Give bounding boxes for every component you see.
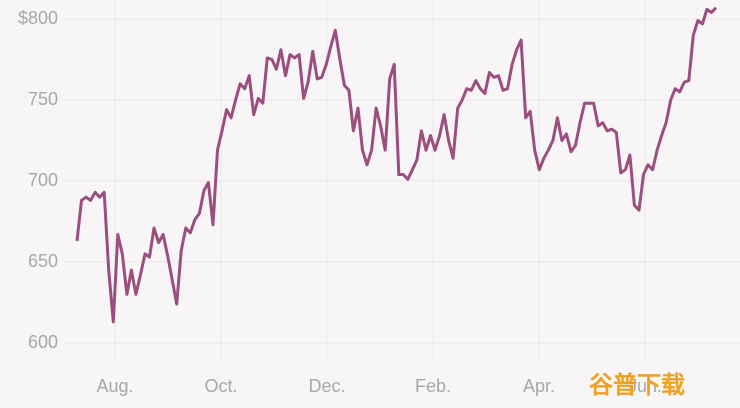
x-tick-label: Aug.: [96, 376, 133, 396]
line: [75, 6, 718, 324]
y-tick-label: 750: [28, 89, 58, 109]
watermark: 谷普下载: [589, 371, 685, 399]
y-tick-label: 700: [28, 170, 58, 190]
y-tick-label: 600: [28, 332, 58, 352]
x-tick-label: Jun.: [628, 376, 662, 396]
x-tick-label: Dec.: [308, 376, 345, 396]
x-tick-label: Feb.: [415, 376, 451, 396]
x-tick-label: Oct.: [204, 376, 237, 396]
x-tick-label: Apr.: [523, 376, 555, 396]
y-tick-label: 650: [28, 251, 58, 271]
y-tick-label: $800: [18, 8, 58, 28]
